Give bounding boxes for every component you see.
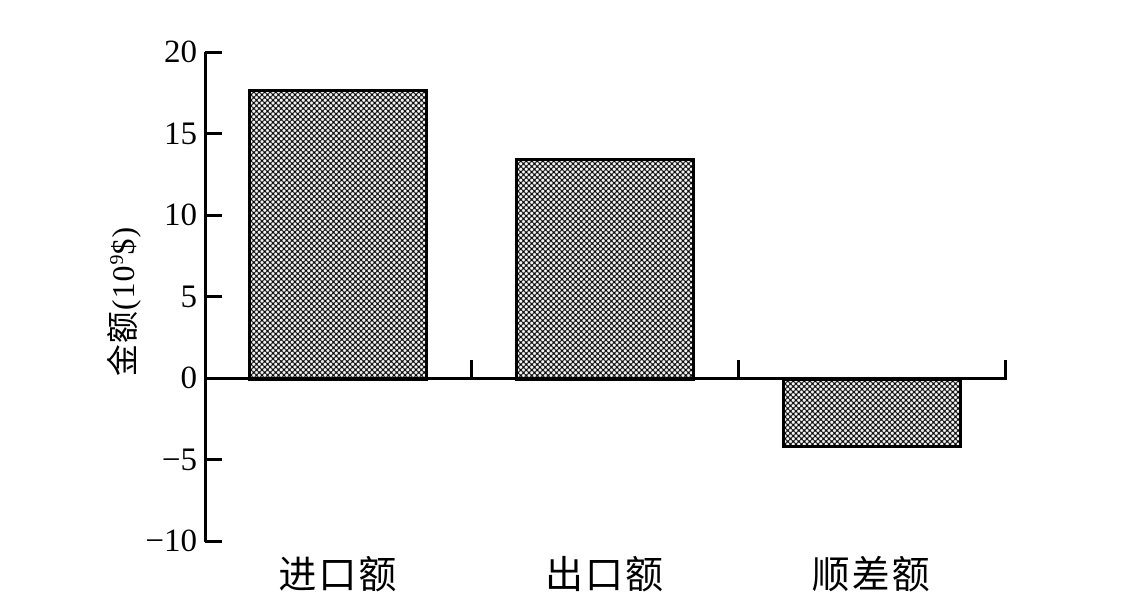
y-tick-label: 10 — [164, 197, 197, 233]
x-axis-line — [204, 377, 1007, 380]
y-tick — [205, 213, 222, 217]
y-tick-label: −10 — [145, 523, 197, 559]
x-tick — [470, 360, 474, 378]
y-tick — [205, 50, 222, 54]
bar-surplus — [781, 378, 962, 449]
x-label-surplus: 顺差额 — [811, 555, 932, 597]
y-tick — [205, 376, 222, 380]
bar-exports — [515, 157, 695, 381]
y-tick-label: −5 — [161, 441, 197, 478]
y-axis-title-superscript: 9 — [106, 254, 129, 265]
x-tick — [1003, 360, 1007, 378]
y-axis-title: 金额(109$) — [98, 226, 144, 376]
y-axis-title-prefix: 金额(10 — [105, 264, 141, 377]
y-tick — [205, 295, 222, 298]
x-label-exports: 出口额 — [544, 555, 665, 597]
y-tick-label: 5 — [180, 278, 198, 315]
y-tick — [205, 539, 222, 543]
x-tick — [736, 360, 740, 378]
x-label-imports: 进口额 — [278, 555, 399, 597]
y-tick — [205, 132, 222, 135]
y-tick-label: 0 — [180, 360, 198, 396]
y-tick — [205, 458, 222, 461]
y-axis-title-suffix: $) — [105, 225, 141, 255]
bar-imports — [248, 89, 429, 381]
y-tick-label: 15 — [164, 115, 197, 152]
y-tick-label: 20 — [164, 34, 197, 70]
